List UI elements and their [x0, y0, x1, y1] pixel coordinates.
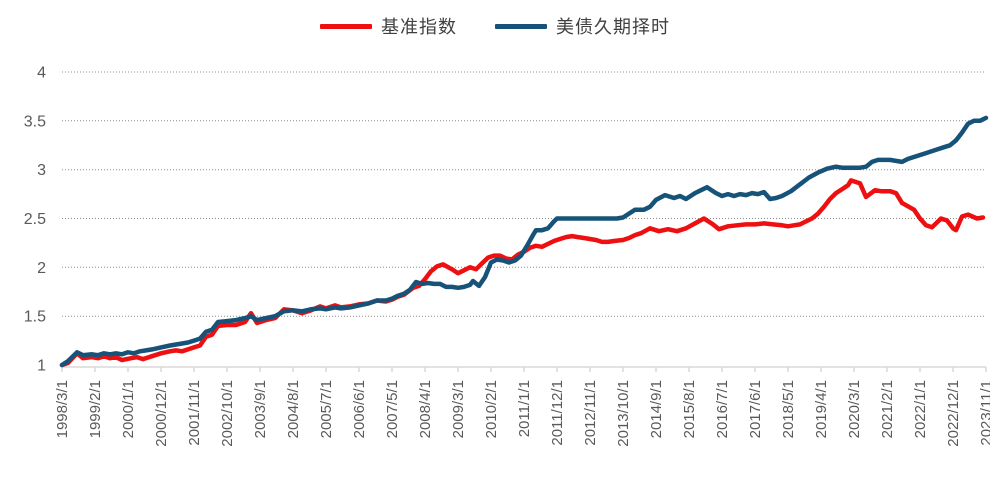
x-tick-label: 2006/6/1	[351, 380, 368, 438]
x-tick-label: 2001/11/1	[186, 380, 203, 446]
x-tick-label: 2021/2/1	[879, 380, 896, 438]
x-tick-label: 2014/9/1	[648, 380, 665, 438]
x-tick-label: 2015/8/1	[681, 380, 698, 438]
y-tick-label: 2.5	[24, 211, 46, 228]
x-tick-label: 2004/8/1	[285, 380, 302, 438]
x-tick-label: 2002/10/1	[219, 380, 236, 447]
x-tick-label: 2016/7/1	[714, 380, 731, 438]
legend-label-duration-timing: 美债久期择时	[556, 17, 670, 37]
x-tick-label: 2011/12/1	[549, 380, 566, 446]
x-tick-label: 2008/4/1	[417, 380, 434, 438]
series-line-duration-timing	[59, 115, 989, 368]
duration-timing-line-swatch	[495, 23, 547, 29]
x-tick-label: 2022/1/1	[912, 380, 929, 438]
benchmark-line-swatch	[320, 23, 372, 29]
x-tick-label: 2012/11/1	[582, 380, 599, 446]
chart-legend: 基准指数 美债久期择时	[0, 12, 990, 40]
x-tick-label: 1998/3/1	[54, 380, 71, 438]
x-tick-label: 2000/12/1	[153, 380, 170, 447]
x-tick-label: 2018/5/1	[780, 380, 797, 438]
x-tick-label: 2005/7/1	[318, 380, 335, 438]
legend-item-duration-timing: 美债久期择时	[495, 13, 670, 39]
x-tick-label: 2022/12/1	[945, 380, 962, 447]
y-tick-label: 4	[37, 65, 46, 82]
x-tick-label: 2003/9/1	[252, 380, 269, 438]
legend-item-benchmark: 基准指数	[320, 13, 457, 39]
x-tick-label: 2023/11/1	[978, 380, 990, 446]
x-tick-label: 2020/3/1	[846, 380, 863, 438]
x-tick-label: 2013/10/1	[615, 380, 632, 447]
x-tick-label: 2009/3/1	[450, 380, 467, 438]
x-tick-label: 2007/5/1	[384, 380, 401, 438]
legend-label-benchmark: 基准指数	[381, 17, 457, 37]
x-tick-label: 1999/2/1	[87, 380, 104, 438]
y-tick-label: 1.5	[24, 309, 46, 326]
x-tick-label: 2000/1/1	[120, 380, 137, 438]
y-tick-label: 3.5	[24, 113, 46, 130]
y-tick-label: 3	[37, 162, 46, 179]
x-tick-label: 2011/1/1	[516, 380, 533, 437]
x-tick-label: 2017/6/1	[747, 380, 764, 438]
x-tick-label: 2019/4/1	[813, 380, 830, 438]
x-tick-label: 2010/2/1	[483, 380, 500, 438]
series-line-benchmark	[59, 178, 986, 368]
y-tick-label: 1	[37, 358, 46, 375]
y-tick-label: 2	[37, 260, 46, 277]
